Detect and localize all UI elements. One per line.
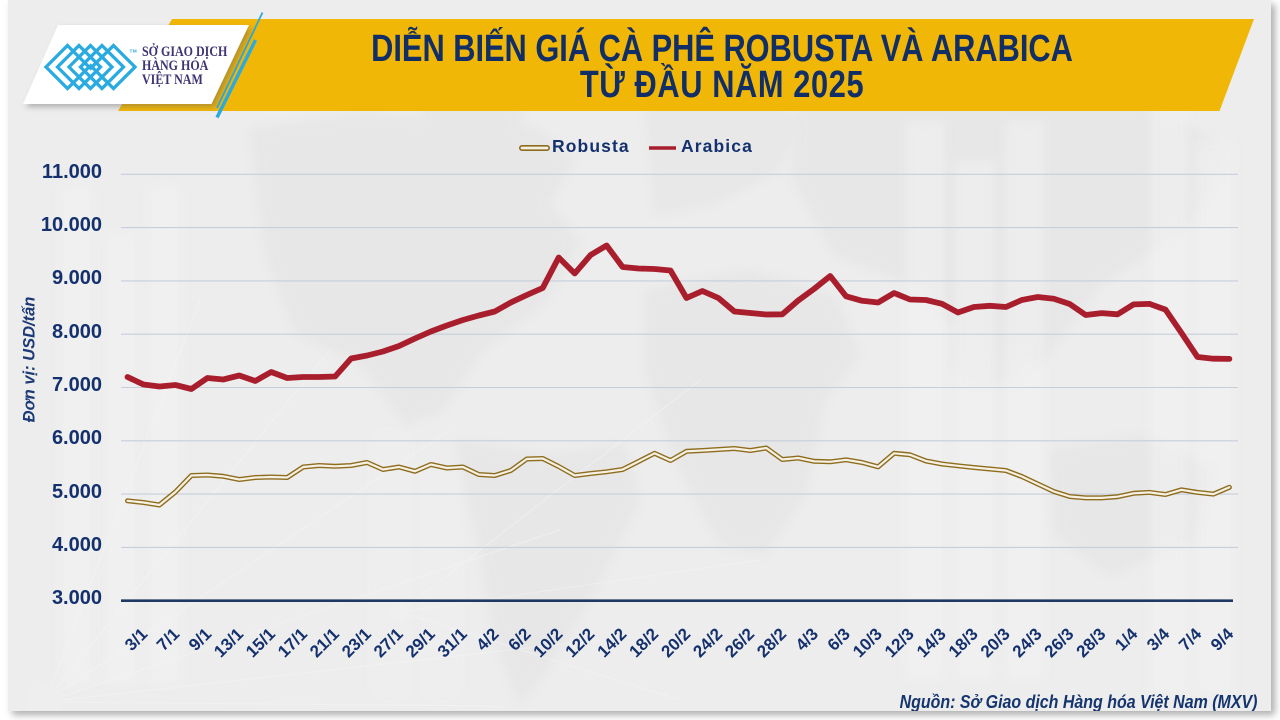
- svg-text:6/3: 6/3: [824, 624, 854, 654]
- svg-text:24/3: 24/3: [1009, 624, 1046, 661]
- svg-text:12/3: 12/3: [881, 624, 918, 661]
- svg-text:18/2: 18/2: [625, 624, 662, 661]
- svg-text:28/2: 28/2: [753, 624, 790, 661]
- svg-text:7/1: 7/1: [153, 624, 183, 654]
- svg-text:14/3: 14/3: [913, 624, 950, 661]
- svg-text:18/3: 18/3: [945, 624, 982, 661]
- svg-text:26/3: 26/3: [1041, 624, 1078, 661]
- svg-text:21/1: 21/1: [306, 624, 343, 661]
- svg-text:15/1: 15/1: [242, 624, 279, 661]
- svg-text:TM: TM: [130, 49, 138, 55]
- svg-text:20/3: 20/3: [977, 624, 1014, 661]
- svg-text:9/4: 9/4: [1207, 624, 1238, 655]
- svg-text:26/2: 26/2: [721, 624, 758, 661]
- svg-text:10/3: 10/3: [849, 624, 886, 661]
- svg-text:6/2: 6/2: [504, 624, 534, 654]
- svg-text:13/1: 13/1: [210, 624, 247, 661]
- svg-text:17/1: 17/1: [274, 624, 311, 661]
- svg-text:28/3: 28/3: [1073, 624, 1110, 661]
- svg-text:14/2: 14/2: [594, 624, 631, 661]
- svg-text:23/1: 23/1: [338, 624, 375, 661]
- svg-text:7/4: 7/4: [1175, 624, 1206, 655]
- svg-text:27/1: 27/1: [370, 624, 407, 661]
- svg-text:1/4: 1/4: [1111, 624, 1142, 655]
- svg-text:10/2: 10/2: [530, 624, 567, 661]
- svg-text:12/2: 12/2: [562, 624, 599, 661]
- svg-text:3/4: 3/4: [1143, 624, 1174, 655]
- svg-text:4/2: 4/2: [472, 624, 502, 654]
- svg-text:4/3: 4/3: [792, 624, 822, 654]
- svg-text:24/2: 24/2: [689, 624, 726, 661]
- svg-text:3/1: 3/1: [121, 624, 151, 654]
- svg-text:9/1: 9/1: [185, 624, 215, 654]
- svg-text:31/1: 31/1: [434, 624, 471, 661]
- svg-text:20/2: 20/2: [657, 624, 694, 661]
- svg-text:29/1: 29/1: [402, 624, 439, 661]
